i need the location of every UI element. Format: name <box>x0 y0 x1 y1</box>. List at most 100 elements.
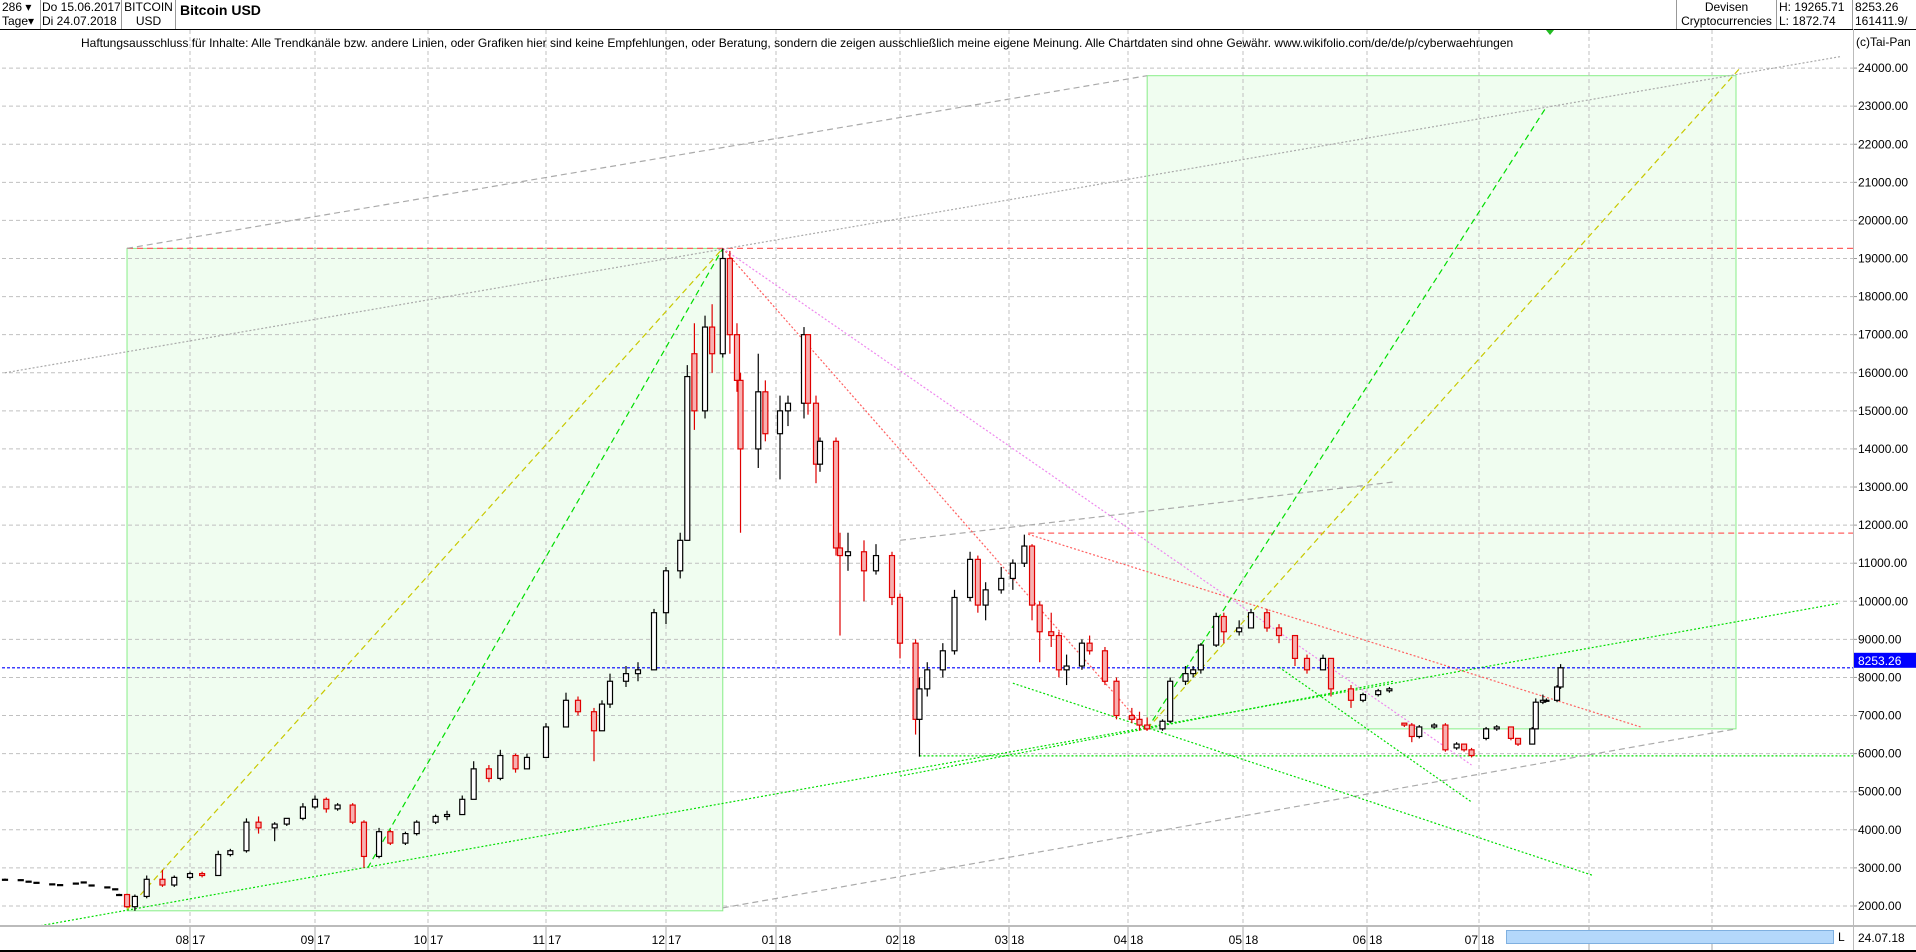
candle <box>1101 646 1109 686</box>
candle-body <box>1557 667 1564 688</box>
candle <box>171 875 178 887</box>
candle <box>227 848 234 857</box>
candle <box>836 532 844 636</box>
y-tick-label: 15000.00 <box>1858 404 1908 418</box>
candle <box>1482 726 1490 741</box>
candle <box>1416 725 1423 739</box>
trendline <box>367 248 724 869</box>
candle <box>1543 698 1550 703</box>
period-dropdown[interactable]: Tage▾ <box>0 14 40 28</box>
candle <box>80 881 87 884</box>
bars-count-dropdown[interactable]: 286 ▾ <box>0 0 40 14</box>
y-tick-label: 18000.00 <box>1858 290 1908 304</box>
trendline <box>1028 533 1641 728</box>
subcategory-name: Cryptocurrencies <box>1681 14 1772 28</box>
candle-body <box>574 699 582 713</box>
candle-body <box>323 798 330 810</box>
candle <box>1401 722 1408 727</box>
candle <box>17 879 24 882</box>
candle <box>1553 685 1561 703</box>
candle-body <box>1190 669 1197 675</box>
candle-body <box>1453 743 1460 749</box>
chart-title: Bitcoin USD <box>180 2 261 18</box>
candle-body <box>776 410 784 435</box>
candle <box>283 817 290 826</box>
candlestick-chart[interactable]: 2000.00 3000.00 4000.00 5000.00 6000.00 7000.… <box>0 0 1916 925</box>
candle <box>1190 666 1197 678</box>
candle-body <box>966 558 974 599</box>
candle <box>1431 723 1438 729</box>
category-cell: Devisen Cryptocurrencies <box>1676 0 1777 29</box>
candle <box>606 673 614 708</box>
candle-body <box>459 798 466 816</box>
candle-body <box>836 547 844 557</box>
candle <box>523 753 531 770</box>
candle-body <box>1408 724 1415 738</box>
candle-body <box>998 577 1005 591</box>
bar-settings[interactable]: 286 ▾ Tage▾ <box>0 0 41 29</box>
candle <box>916 677 923 757</box>
y-tick-label: 4000.00 <box>1858 823 1902 837</box>
candle <box>1557 664 1564 689</box>
candle <box>1213 612 1220 647</box>
candle <box>1529 726 1536 745</box>
candle <box>25 880 32 883</box>
candle <box>512 753 519 773</box>
candle <box>143 875 150 899</box>
candle-body <box>1303 657 1311 671</box>
candle-body <box>701 326 709 412</box>
candle-body <box>443 813 451 818</box>
candle-body <box>1431 724 1438 728</box>
trendline <box>126 75 1148 249</box>
y-tick-label: 2000.00 <box>1858 899 1902 913</box>
candle <box>470 761 477 800</box>
candle-body <box>709 326 716 355</box>
candle <box>443 810 451 821</box>
candle <box>104 886 111 889</box>
candle-body <box>255 821 262 829</box>
candle <box>1453 742 1460 750</box>
candle <box>574 696 582 716</box>
candle-body <box>1275 627 1283 637</box>
trendline <box>1278 666 1472 803</box>
candle <box>57 884 64 887</box>
candle <box>1144 717 1151 731</box>
date-range[interactable]: Do 15.06.2017 Di 24.07.2018 <box>41 0 122 29</box>
candle-body <box>1291 634 1299 660</box>
candle-body <box>1514 737 1522 745</box>
candle <box>299 803 307 821</box>
candle <box>650 608 658 671</box>
candle <box>497 749 504 781</box>
candle-body <box>375 831 383 858</box>
candle <box>888 551 896 606</box>
candle <box>1247 608 1255 629</box>
candle-body <box>860 551 868 572</box>
symbol-cell: BITCOIN USD <box>122 0 176 29</box>
candle <box>112 888 119 891</box>
candle-body <box>432 815 439 823</box>
candle-body <box>1468 749 1475 757</box>
last-price-label: 8253.26 <box>1858 654 1902 668</box>
date-to[interactable]: Di 24.07.2018 <box>42 14 117 28</box>
candle-body <box>171 876 178 886</box>
candle <box>1359 692 1367 703</box>
date-from[interactable]: Do 15.06.2017 <box>42 0 121 14</box>
disclaimer-text: Haftungsausschluss für Inhalte: Alle Tre… <box>81 36 1514 50</box>
candle-body <box>104 886 111 889</box>
candle <box>1514 737 1522 746</box>
scroll-mode-toggle[interactable]: L <box>1838 930 1845 944</box>
candle <box>323 797 330 813</box>
candle <box>334 803 341 811</box>
candle-body <box>1136 718 1143 726</box>
candle <box>49 883 56 886</box>
candle <box>924 662 931 697</box>
candle-body <box>1197 644 1204 671</box>
candle-body <box>1078 642 1086 667</box>
candle <box>622 666 630 687</box>
candle <box>776 395 784 480</box>
high-low-cell: H: 19265.71 L: 1872.74 <box>1777 0 1853 29</box>
candle-body <box>311 798 319 808</box>
time-scrollbar[interactable] <box>1506 930 1834 944</box>
candle-body <box>606 680 614 705</box>
candle <box>832 437 840 556</box>
